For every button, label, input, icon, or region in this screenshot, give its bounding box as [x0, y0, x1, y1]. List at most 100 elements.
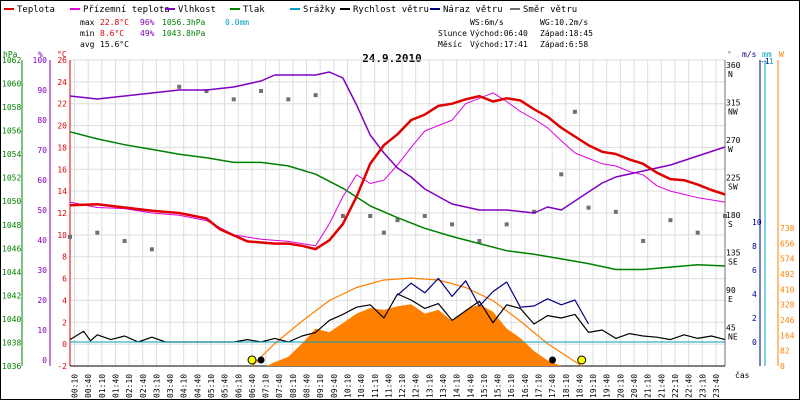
stats-panel: max 22.8°C 96% 1056.3hPa 0.0mm min 8.6°C… — [80, 18, 593, 49]
hpa-tick-label: 1060 — [2, 80, 21, 89]
ms-unit: m/s — [742, 50, 757, 59]
hpa-tick-label: 1054 — [2, 150, 21, 159]
rad-tick-label: 574 — [780, 255, 795, 264]
wind-direction-point — [422, 214, 427, 218]
x-tick-label: 16:40 — [521, 374, 530, 398]
wind-direction-point — [668, 218, 673, 223]
x-tick-label: 10:40 — [357, 374, 366, 398]
radiation-max-line — [251, 277, 583, 367]
pct-tick-label: 100 — [33, 56, 48, 65]
x-tick-label: 04:40 — [193, 374, 202, 398]
x-tick-label: 14:40 — [466, 374, 475, 398]
hpa-tick-label: 1038 — [2, 338, 21, 347]
x-tick-label: 23:10 — [698, 374, 707, 398]
wind-direction-point — [286, 97, 291, 102]
x-tick-label: 11:40 — [384, 374, 393, 398]
stat-max-temp: 22.8°C — [100, 18, 129, 27]
deg-unit: ° — [727, 50, 732, 59]
hpa-tick-label: 1062 — [2, 56, 21, 65]
x-tick-label: 19:10 — [589, 374, 598, 398]
x-tick-label: 05:10 — [207, 374, 216, 398]
x-tick-label: 22:10 — [671, 374, 680, 398]
wind-gust-stat: WG:10.2m/s — [540, 18, 588, 27]
hpa-tick-label: 1044 — [2, 268, 21, 277]
hpa-tick-label: 1036 — [2, 362, 21, 371]
wind-direction-point — [122, 239, 127, 243]
temp-tick-label: 6 — [62, 275, 67, 284]
x-tick-label: 13:40 — [439, 374, 448, 398]
temp-tick-label: 22 — [57, 100, 67, 109]
wind-direction-point — [259, 89, 264, 93]
moon-set: Západ:6:58 — [540, 40, 588, 49]
hpa-tick-label: 1058 — [2, 103, 21, 112]
x-tick-label: 09:40 — [330, 374, 339, 398]
stat-avg-label: avg — [80, 40, 95, 49]
pct-tick-label: 40 — [37, 236, 47, 245]
x-tick-label: 11:10 — [371, 374, 380, 398]
wind-direction-point — [531, 209, 536, 214]
wind-direction-point — [477, 239, 482, 243]
x-tick-label: 01:10 — [98, 374, 107, 398]
ms-tick-label: 8 — [752, 242, 757, 251]
wind-direction-point — [68, 234, 72, 239]
pct-unit: % — [38, 50, 43, 59]
legend-label: Přízemní teplota — [83, 5, 170, 15]
temp-tick-label: 16 — [57, 165, 67, 174]
pct-tick-label: 60 — [37, 176, 47, 185]
wind-direction-point — [723, 214, 727, 218]
hpa-tick-label: 1040 — [2, 315, 21, 324]
sun-marker — [577, 355, 587, 365]
sun-set: Západ:18:45 — [540, 29, 593, 38]
x-tick-label: 05:40 — [221, 374, 230, 398]
wind-direction-point — [149, 247, 154, 252]
x-tick-label: 07:40 — [275, 374, 284, 398]
ms-tick-label: 0 — [752, 338, 757, 347]
x-tick-label: 06:40 — [248, 374, 257, 398]
series-line-teplota — [69, 94, 726, 251]
moon-marker — [549, 356, 557, 364]
temp-tick-label: 14 — [57, 187, 67, 196]
temp-tick-label: 4 — [62, 296, 67, 305]
dir-tick-name: N — [728, 70, 733, 79]
temp-tick-label: 8 — [62, 253, 67, 262]
legend-label: Rychlost větru — [353, 5, 429, 15]
ms-tick-label: 6 — [752, 266, 757, 275]
legend-label: Tlak — [243, 5, 265, 15]
temp-tick-label: 10 — [57, 231, 67, 240]
wind-direction-point — [368, 214, 373, 218]
hpa-unit: hPa — [3, 50, 18, 59]
legend-label: Teplota — [17, 5, 55, 15]
ms-tick-label: 4 — [752, 290, 757, 299]
pct-tick-label: 30 — [37, 266, 47, 275]
degc-unit: °C — [57, 50, 67, 59]
x-tick-label: 01:40 — [111, 374, 120, 398]
series-line-n-raz-v-tru — [397, 277, 590, 325]
x-tick-label: 15:10 — [480, 374, 489, 398]
x-tick-label: 10:10 — [343, 374, 352, 398]
x-tick-label: 07:10 — [262, 374, 271, 398]
radiation-area — [266, 304, 562, 366]
ms-tick-label: 2 — [752, 314, 757, 323]
wind-speed-stat: WS:6m/s — [470, 18, 504, 27]
temp-tick-label: -2 — [57, 362, 67, 371]
sun-marker — [247, 355, 257, 365]
x-tick-label: 00:10 — [71, 374, 80, 398]
x-tick-label: 19:40 — [603, 374, 612, 398]
stat-max-press: 1056.3hPa — [162, 18, 206, 27]
dir-tick-name: NW — [728, 108, 738, 117]
hpa-tick-label: 1050 — [2, 197, 21, 206]
wind-direction-point — [695, 230, 700, 235]
x-tick-label: 14:10 — [453, 374, 462, 398]
chart-title: 24.9.2010 — [362, 52, 422, 65]
x-tick-label: 09:10 — [316, 374, 325, 398]
stat-min-temp: 8.6°C — [100, 29, 124, 38]
wind-direction-point — [177, 84, 182, 89]
x-tick-label: 22:40 — [685, 374, 694, 398]
sun-label: Slunce — [438, 29, 467, 38]
x-tick-label: 21:10 — [644, 374, 653, 398]
x-tick-label: 23:40 — [712, 374, 721, 398]
x-tick-label: 03:40 — [166, 374, 175, 398]
hpa-tick-label: 1056 — [2, 127, 21, 136]
x-tick-label: 08:40 — [303, 374, 312, 398]
dir-tick-label: 270 — [726, 136, 741, 145]
